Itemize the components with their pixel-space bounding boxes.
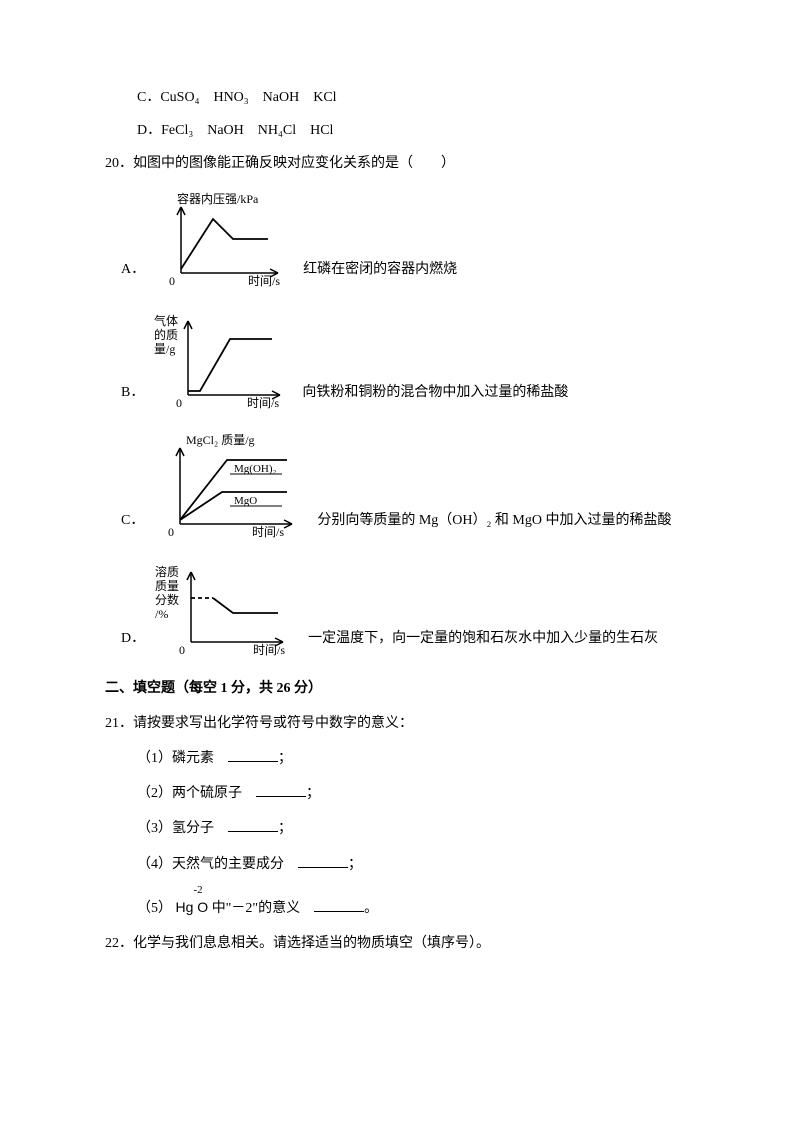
q21-text: 21．请按要求写出化学符号或符号中数字的意义： xyxy=(105,716,413,731)
svg-text:的质: 的质 xyxy=(154,327,178,342)
svg-text:Mg(OH)₂: Mg(OH)₂ xyxy=(234,463,276,475)
svg-text:MgCl₂ 质量/g: MgCl₂ 质量/g xyxy=(186,433,255,447)
svg-text:量/g: 量/g xyxy=(154,342,175,356)
q21-item-4: （4）天然气的主要成分 ； xyxy=(105,852,689,877)
section-2-title-text: 二、填空题（每空 1 分，共 26 分） xyxy=(105,681,322,696)
svg-text:时间/s: 时间/s xyxy=(248,274,280,288)
blank-5 xyxy=(314,898,364,912)
svg-text:0: 0 xyxy=(169,274,175,288)
svg-text:分数: 分数 xyxy=(155,592,179,607)
hgo-formula: -2 Hg O xyxy=(176,895,209,921)
blank-4 xyxy=(298,854,348,868)
svg-text:MgO: MgO xyxy=(234,495,257,507)
q20-option-c-letter: C． xyxy=(105,508,144,533)
svg-text:/%: /% xyxy=(155,607,168,621)
chart-c: MgCl₂ 质量/g 时间/s 0 Mg(OH)₂ MgO xyxy=(152,430,307,540)
svg-text:0: 0 xyxy=(168,525,174,539)
q21-item-5: （5） -2 Hg O 中"－2"的意义 。 xyxy=(105,895,689,921)
svg-text:时间/s: 时间/s xyxy=(247,396,279,410)
q20-option-d-caption: 一定温度下，向一定量的饱和石灰水中加入少量的生石灰 xyxy=(308,626,658,651)
q20-option-c-row: C． MgCl₂ 质量/g 时间/s 0 Mg(OH)₂ MgO 分别向等质量的 Mg（… xyxy=(105,430,689,540)
chart-b: 气体的质量/g 时间/s 0 xyxy=(152,307,292,412)
hgo-text: Hg O xyxy=(176,899,209,915)
option-c-text: C．CuSO₄ HNO₃ NaOH KCl xyxy=(137,90,337,105)
svg-text:质量: 质量 xyxy=(155,579,179,593)
q20-option-b-letter: B． xyxy=(105,380,144,405)
q20-option-b-caption: 向铁粉和铜粉的混合物中加入过量的稀盐酸 xyxy=(302,380,568,405)
q20-text: 20．如图中的图像能正确反映对应变化关系的是（ ） xyxy=(105,156,455,171)
chart-d: 溶质质量分数/% 时间/s 0 xyxy=(153,558,298,658)
svg-text:容器内压强/kPa: 容器内压强/kPa xyxy=(177,191,259,206)
svg-text:时间/s: 时间/s xyxy=(253,643,285,657)
blank-2 xyxy=(256,783,306,797)
section-2-title: 二、填空题（每空 1 分，共 26 分） xyxy=(105,676,689,701)
q21-item-2: （2）两个硫原子 ； xyxy=(105,781,689,806)
q20-option-a-letter: A． xyxy=(105,257,145,282)
svg-text:气体: 气体 xyxy=(154,313,178,328)
question-21: 21．请按要求写出化学符号或符号中数字的意义： xyxy=(105,711,689,736)
svg-text:0: 0 xyxy=(176,396,182,410)
q20-option-d-row: D． 溶质质量分数/% 时间/s 0 一定温度下，向一定量的饱和石灰水中加入少量的生… xyxy=(105,558,689,658)
hgo-charge: -2 xyxy=(194,881,203,901)
q20-option-b-row: B． 气体的质量/g 时间/s 0 向铁粉和铜粉的混合物中加入过量的稀盐酸 xyxy=(105,307,689,412)
option-c: C．CuSO₄ HNO₃ NaOH KCl xyxy=(105,85,689,110)
q21-item-3: （3）氢分子 ； xyxy=(105,816,689,841)
svg-text:0: 0 xyxy=(179,643,185,657)
chart-a: 容器内压强/kPa 时间/s 0 xyxy=(153,189,293,289)
option-d: D．FeCl₃ NaOH NH₄Cl HCl xyxy=(105,118,689,143)
blank-1 xyxy=(228,748,278,762)
svg-text:时间/s: 时间/s xyxy=(252,525,284,539)
q22-text: 22．化学与我们息息相关。请选择适当的物质填空（填序号）。 xyxy=(105,936,490,951)
question-20: 20．如图中的图像能正确反映对应变化关系的是（ ） xyxy=(105,151,689,176)
q20-option-c-caption: 分别向等质量的 Mg（OH）₂ 和 MgO 中加入过量的稀盐酸 xyxy=(317,508,671,533)
question-22: 22．化学与我们息息相关。请选择适当的物质填空（填序号）。 xyxy=(105,931,689,956)
blank-3 xyxy=(228,818,278,832)
q21-item-1: （1）磷元素 ； xyxy=(105,746,689,771)
svg-text:溶质: 溶质 xyxy=(155,564,179,579)
q20-option-a-row: A． 容器内压强/kPa 时间/s 0 红磷在密闭的容器内燃烧 xyxy=(105,189,689,289)
option-d-text: D．FeCl₃ NaOH NH₄Cl HCl xyxy=(137,123,333,138)
q20-option-d-letter: D． xyxy=(105,626,145,651)
q20-option-a-caption: 红磷在密闭的容器内燃烧 xyxy=(303,257,457,282)
